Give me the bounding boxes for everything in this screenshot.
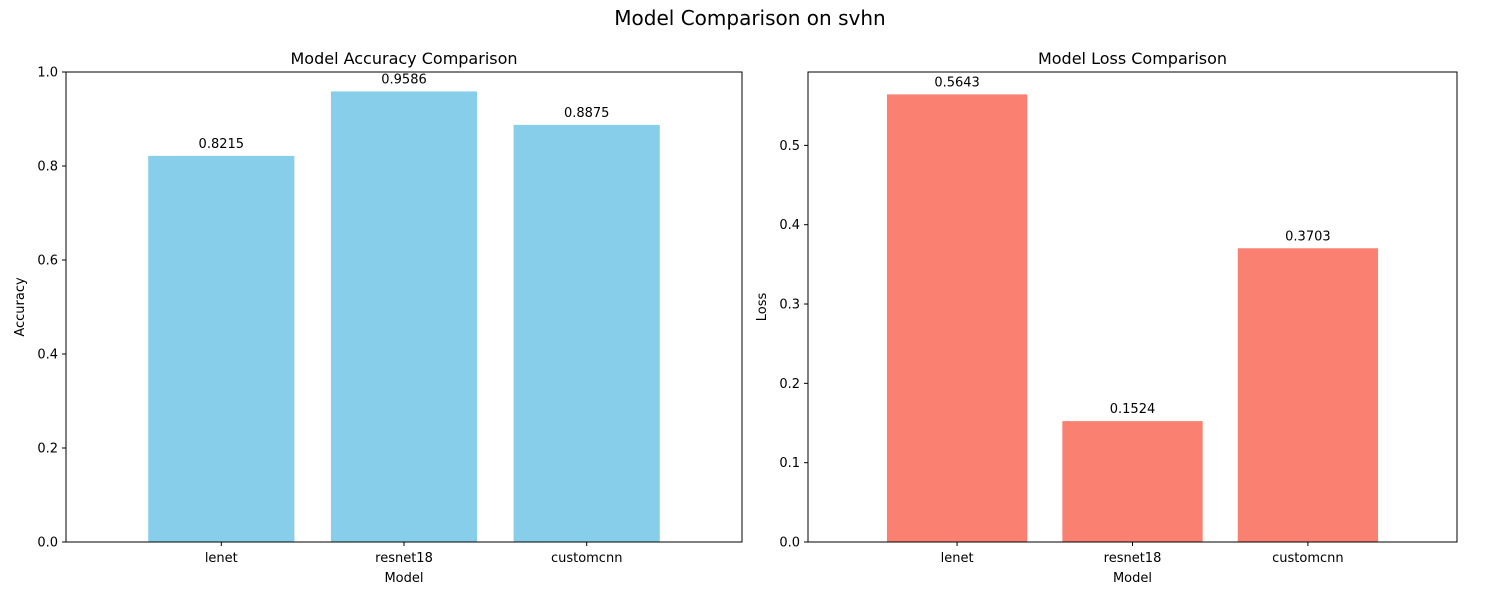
loss-bar-lenet [886,94,1028,542]
accuracy-bar-lenet [148,155,295,542]
loss-ytick-label: 0.2 [779,377,800,392]
accuracy-ytick-label: 0.8 [37,160,58,175]
accuracy-y-axis-label: Accuracy [13,277,28,337]
accuracy-data-label-lenet: 0.8215 [199,137,245,152]
loss-bar-resnet18 [1062,421,1203,542]
accuracy-xtick-label-resnet18: resnet18 [375,551,433,566]
accuracy-data-label-resnet18: 0.9586 [381,72,427,87]
loss-ytick-label: 0.3 [779,298,800,313]
loss-data-label-customcnn: 0.3703 [1285,229,1331,244]
loss-ytick-label: 0.0 [779,536,800,551]
accuracy-chart-title: Model Accuracy Comparison [290,49,517,68]
accuracy-ytick-label: 0.4 [37,348,58,363]
figure-title: Model Comparison on svhn [614,6,886,30]
accuracy-data-label-customcnn: 0.8875 [564,106,610,121]
loss-data-label-resnet18: 0.1524 [1110,402,1156,417]
loss-ytick-label: 0.5 [779,139,800,154]
loss-x-axis-label: Model [1113,571,1152,586]
accuracy-ytick-label: 0.0 [37,536,58,551]
loss-chart-title: Model Loss Comparison [1038,49,1227,68]
loss-xtick-label-lenet: lenet [941,551,974,566]
loss-xtick-label-customcnn: customcnn [1272,551,1344,566]
loss-bar-customcnn [1237,248,1379,542]
loss-xtick-label-resnet18: resnet18 [1104,551,1162,566]
accuracy-bar-resnet18 [330,91,478,542]
accuracy-bar-customcnn [513,124,660,542]
loss-y-axis-label: Loss [755,293,770,322]
accuracy-xtick-label-customcnn: customcnn [551,551,623,566]
accuracy-ytick-label: 0.2 [37,442,58,457]
loss-ytick-label: 0.1 [779,456,800,471]
accuracy-xtick-label-lenet: lenet [205,551,238,566]
loss-data-label-lenet: 0.5643 [934,75,980,90]
loss-ytick-label: 0.4 [779,218,800,233]
accuracy-ytick-label: 1.0 [37,66,58,81]
accuracy-ytick-label: 0.6 [37,254,58,269]
accuracy-x-axis-label: Model [384,571,423,586]
